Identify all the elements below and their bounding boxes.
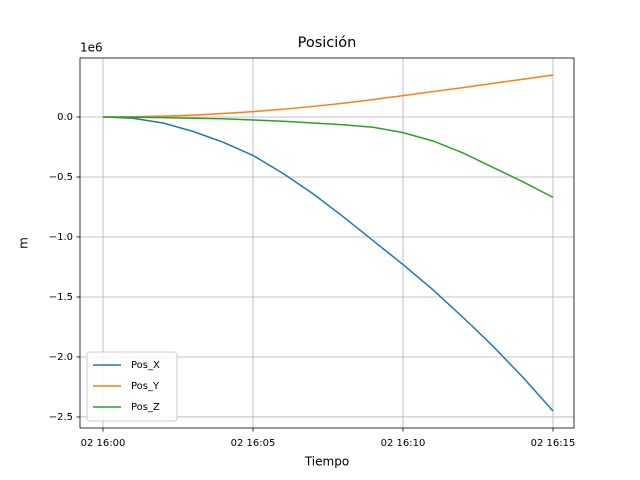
y-axis-label: m bbox=[17, 237, 31, 249]
y-tick-label: −2.5 bbox=[49, 412, 73, 423]
legend-label: Pos_Y bbox=[131, 381, 160, 392]
x-tick-label: 02 16:00 bbox=[81, 438, 126, 449]
x-tick-label: 02 16:15 bbox=[531, 438, 576, 449]
x-tick-label: 02 16:05 bbox=[231, 438, 276, 449]
y-tick-label: −1.5 bbox=[49, 292, 73, 303]
series-line bbox=[102, 116, 554, 199]
series-line bbox=[102, 116, 554, 412]
plot-frame bbox=[79, 57, 575, 429]
x-tick-label: 02 16:10 bbox=[381, 438, 426, 449]
y-tick-label: −0.5 bbox=[49, 172, 73, 183]
y-offset-label: 1e6 bbox=[80, 41, 103, 55]
series-line bbox=[102, 74, 554, 118]
legend-label: Pos_X bbox=[131, 360, 160, 371]
legend-box bbox=[86, 351, 178, 422]
y-tick-label: −2.0 bbox=[49, 352, 73, 363]
y-tick-label: 0.0 bbox=[57, 112, 73, 123]
legend-label: Pos_Z bbox=[131, 402, 160, 413]
y-tick-label: −1.0 bbox=[49, 232, 73, 243]
x-axis-label: Tiempo bbox=[304, 455, 349, 469]
chart-title: Posición bbox=[298, 35, 357, 51]
